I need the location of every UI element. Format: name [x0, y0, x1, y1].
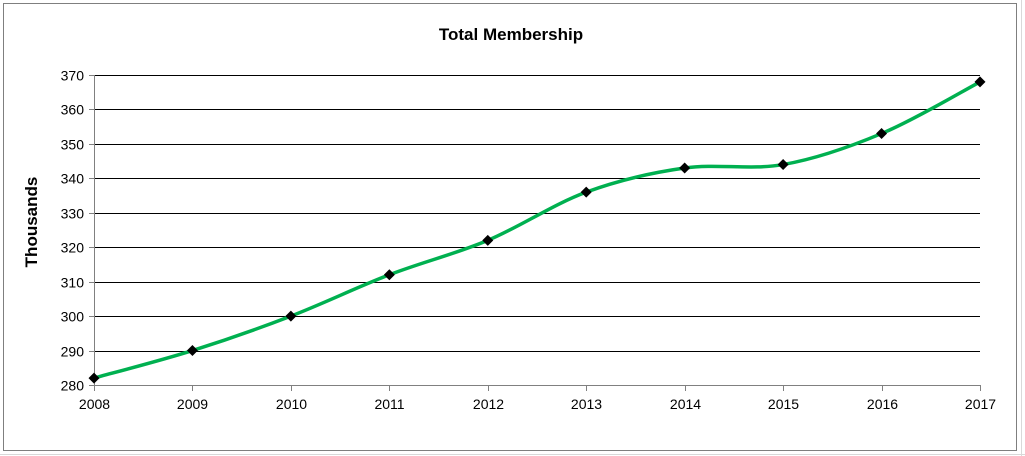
y-tick-label: 350 [61, 137, 85, 153]
x-tick-label: 2014 [670, 396, 701, 412]
x-tick-label: 2008 [79, 396, 110, 412]
x-tick-label: 2015 [768, 396, 799, 412]
data-point-marker [88, 372, 100, 384]
x-tick-label: 2017 [965, 396, 996, 412]
data-point-marker [876, 128, 888, 140]
data-point-marker [974, 76, 986, 88]
x-tick-label: 2009 [177, 396, 208, 412]
data-point-marker [482, 234, 494, 246]
y-tick-label: 300 [61, 309, 85, 325]
y-tick-label: 320 [61, 240, 85, 256]
chart-area[interactable] [3, 3, 1017, 451]
y-tick-label: 360 [61, 102, 85, 118]
x-tick-label: 2016 [867, 396, 898, 412]
x-tick-label: 2010 [276, 396, 307, 412]
data-point-marker [285, 310, 297, 322]
y-tick-label: 290 [61, 344, 85, 360]
x-tick-label: 2013 [571, 396, 602, 412]
plot-area: 280 290 300 310 320 330 340 350 360 370 2008 2009 20… [61, 68, 997, 413]
x-tick-label: 2012 [473, 396, 504, 412]
data-point-marker [383, 269, 395, 281]
y-tick-label: 370 [61, 68, 85, 84]
data-point-marker [679, 162, 691, 174]
data-point-marker [186, 345, 198, 357]
y-tick-label: 280 [61, 378, 85, 394]
y-tick-label: 340 [61, 171, 85, 187]
y-tick-label: 310 [61, 275, 85, 291]
data-point-marker [777, 159, 789, 171]
chart-title: Total Membership [439, 25, 583, 44]
y-tick-label: 330 [61, 206, 85, 222]
data-point-marker [580, 186, 592, 198]
y-axis-title: Thousands [22, 177, 41, 268]
series-line [92, 80, 982, 380]
x-tick-label: 2011 [374, 396, 404, 412]
